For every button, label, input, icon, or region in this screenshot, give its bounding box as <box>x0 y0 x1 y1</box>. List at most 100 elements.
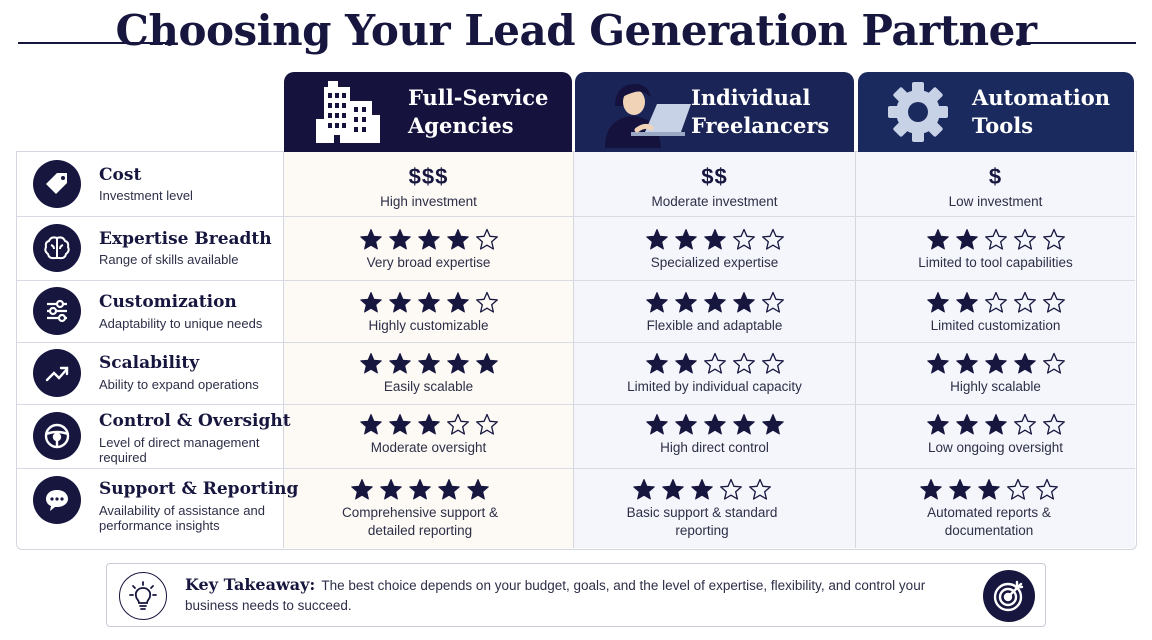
column-header-tools: Automation Tools <box>858 72 1134 152</box>
column-divider <box>573 152 574 548</box>
cell-expertise-tools: Limited to tool capabilities <box>856 228 1135 272</box>
column-label-line1: Individual <box>691 85 811 110</box>
star-filled-icon <box>674 292 697 313</box>
row-divider <box>17 468 1135 469</box>
star-rating <box>284 352 573 374</box>
brain-icon <box>33 224 81 272</box>
star-rating <box>574 228 855 250</box>
cell-cost-agencies: $$$ High investment <box>284 164 573 211</box>
price-symbol: $$ <box>701 164 728 189</box>
column-divider <box>855 152 856 548</box>
star-empty-icon <box>475 228 498 250</box>
star-filled-icon <box>446 229 469 250</box>
criterion-subtitle: Ability to expand operations <box>99 377 259 392</box>
star-filled-icon <box>761 414 784 435</box>
star-filled-icon <box>417 414 440 435</box>
star-filled-icon <box>475 353 498 374</box>
sliders-icon <box>33 287 81 335</box>
star-rating <box>574 352 855 374</box>
star-empty-icon <box>732 352 755 374</box>
row-divider <box>17 280 1135 281</box>
criterion-support: Support & Reporting Availability of assi… <box>17 468 298 548</box>
cell-expertise-freelancers: Specialized expertise <box>574 228 855 272</box>
cell-text: Highly customizable <box>368 318 489 333</box>
star-empty-icon <box>984 291 1007 313</box>
criterion-name: Control & Oversight <box>99 411 291 431</box>
star-empty-icon <box>1042 291 1065 313</box>
star-filled-icon <box>732 292 755 313</box>
star-filled-icon <box>388 414 411 435</box>
column-bg-agencies <box>284 152 573 548</box>
star-rating <box>574 413 855 435</box>
gear-icon <box>888 82 948 142</box>
star-filled-icon <box>732 414 755 435</box>
criterion-subtitle: Level of direct management required <box>99 435 260 465</box>
column-header-agencies: Full-Service Agencies <box>284 72 572 152</box>
star-filled-icon <box>645 414 668 435</box>
star-filled-icon <box>949 479 971 500</box>
cell-text: Moderate investment <box>651 194 778 209</box>
criterion-control: Control & Oversight Level of direct mana… <box>17 404 291 468</box>
star-empty-icon <box>761 352 784 374</box>
star-filled-icon <box>633 479 655 500</box>
star-filled-icon <box>359 414 382 435</box>
star-empty-icon <box>749 478 771 500</box>
cell-support-tools: Automated reports & documentation <box>906 478 1072 540</box>
cell-text: Flexible and adaptable <box>646 318 783 333</box>
column-bg-tools <box>856 152 1135 548</box>
row-divider <box>17 404 1135 405</box>
star-filled-icon <box>417 353 440 374</box>
cell-support-freelancers: Basic support & standard reporting <box>622 478 782 540</box>
star-filled-icon <box>926 414 949 435</box>
page-title: Choosing Your Lead Generation Partner <box>115 6 1037 55</box>
star-rating <box>622 478 782 500</box>
criterion-name: Scalability <box>99 353 200 373</box>
star-empty-icon <box>1013 228 1036 250</box>
cell-control-freelancers: High direct control <box>574 413 855 457</box>
star-rating <box>574 291 855 313</box>
star-filled-icon <box>984 414 1007 435</box>
star-empty-icon <box>1013 291 1036 313</box>
star-rating <box>856 352 1135 374</box>
star-rating <box>856 413 1135 435</box>
trend-up-icon <box>33 349 81 397</box>
cell-text: Moderate oversight <box>370 440 487 455</box>
star-filled-icon <box>703 229 726 250</box>
star-empty-icon <box>1036 478 1058 500</box>
cell-support-agencies: Comprehensive support & detailed reporti… <box>330 478 510 540</box>
star-filled-icon <box>955 353 978 374</box>
title-rule-right <box>1018 42 1136 44</box>
row-divider <box>17 216 1135 217</box>
star-filled-icon <box>926 229 949 250</box>
star-empty-icon <box>475 413 498 435</box>
title-rule-left <box>18 42 166 44</box>
star-filled-icon <box>984 353 1007 374</box>
cell-text: Comprehensive support & detailed reporti… <box>341 505 499 538</box>
cell-text: Low ongoing oversight <box>927 440 1064 455</box>
star-filled-icon <box>703 292 726 313</box>
cell-text: Limited to tool capabilities <box>918 255 1073 270</box>
column-divider <box>283 152 284 548</box>
star-filled-icon <box>467 479 489 500</box>
star-rating <box>284 413 573 435</box>
star-filled-icon <box>674 353 697 374</box>
star-filled-icon <box>388 229 411 250</box>
column-bg-freelancers <box>574 152 855 548</box>
star-filled-icon <box>388 292 411 313</box>
cell-cost-freelancers: $$ Moderate investment <box>574 164 855 211</box>
column-label-line2: Freelancers <box>691 113 830 138</box>
criterion-cost: Cost Investment level <box>17 152 283 216</box>
star-rating <box>284 291 573 313</box>
takeaway-text: The best choice depends on your budget, … <box>185 578 926 613</box>
star-empty-icon <box>720 478 742 500</box>
criterion-scalability: Scalability Ability to expand operations <box>17 342 283 404</box>
star-empty-icon <box>446 413 469 435</box>
star-filled-icon <box>955 292 978 313</box>
star-empty-icon <box>984 228 1007 250</box>
star-empty-icon <box>1007 478 1029 500</box>
cell-text: Automated reports & documentation <box>927 505 1051 538</box>
lightbulb-icon <box>119 572 167 620</box>
star-filled-icon <box>674 414 697 435</box>
star-filled-icon <box>955 229 978 250</box>
cell-control-agencies: Moderate oversight <box>284 413 573 457</box>
